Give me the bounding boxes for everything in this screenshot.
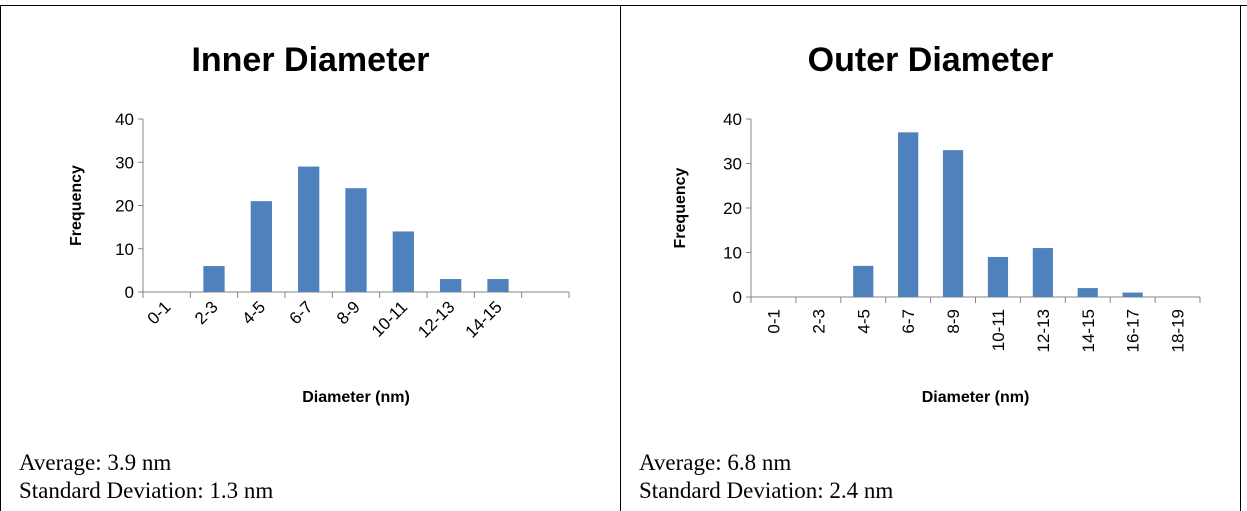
x-tick-label: 16-17: [1124, 309, 1143, 352]
bar: [898, 132, 919, 297]
bar: [1032, 248, 1053, 297]
y-tick-label: 30: [115, 153, 134, 172]
chart-title: Outer Diameter: [808, 41, 1054, 79]
bar: [298, 166, 320, 292]
x-tick-label: 0-1: [144, 297, 175, 328]
left-border: [0, 5, 1, 511]
x-tick-label: 12-13: [414, 297, 458, 341]
x-tick-label: 2-3: [191, 297, 222, 328]
y-tick-label: 10: [723, 244, 742, 263]
y-tick-label: 0: [733, 288, 742, 307]
inner-diameter-panel: Inner Diameter 0 10 20 30 40 Frequency 0-1 2-3 4-…: [1, 6, 620, 511]
chart-title: Inner Diameter: [191, 41, 429, 79]
outer-diameter-chart: Outer Diameter 0 10 20 30 40 Frequency 0-1 2-3 4-…: [672, 41, 1201, 406]
x-tick-label: 6-7: [899, 309, 918, 334]
outer-std-dev: Standard Deviation: 2.4 nm: [639, 478, 894, 503]
bar: [853, 265, 874, 297]
bar: [487, 279, 509, 292]
bar: [392, 231, 414, 292]
x-axis-title: Diameter (nm): [922, 389, 1030, 406]
bar: [345, 188, 367, 292]
bar: [203, 266, 225, 292]
inner-average: Average: 3.9 nm: [19, 450, 172, 475]
outer-stats: Average: 6.8 nm Standard Deviation: 2.4 …: [639, 449, 893, 505]
y-tick-label: 30: [723, 155, 742, 174]
bar: [1122, 292, 1143, 297]
x-tick-label: 2-3: [809, 309, 828, 334]
inner-std-dev: Standard Deviation: 1.3 nm: [19, 478, 274, 503]
outer-diameter-panel: Outer Diameter 0 10 20 30 40 Frequency 0-1 2-3 4-…: [621, 6, 1240, 511]
x-tick-label: 8-9: [333, 297, 364, 328]
y-tick-label: 40: [115, 110, 134, 129]
x-tick-label: 8-9: [944, 309, 963, 334]
center-divider: [620, 5, 621, 511]
top-border: [0, 5, 1247, 6]
bar: [440, 279, 462, 292]
right-border: [1240, 5, 1241, 511]
bar: [942, 150, 964, 297]
y-tick-label: 0: [125, 283, 134, 302]
y-axis-title: Frequency: [672, 167, 689, 248]
x-tick-label: 4-5: [238, 297, 269, 328]
bar: [1077, 288, 1098, 297]
x-tick-label: 14-15: [462, 297, 506, 341]
outer-average: Average: 6.8 nm: [639, 450, 792, 475]
bar: [250, 201, 272, 292]
x-tick-label: 10-11: [368, 297, 411, 340]
inner-stats: Average: 3.9 nm Standard Deviation: 1.3 …: [19, 449, 273, 505]
y-tick-label: 10: [115, 240, 134, 259]
x-axis-title: Diameter (nm): [302, 389, 410, 406]
inner-diameter-chart: Inner Diameter 0 10 20 30 40 Frequency 0-1 2-3 4-…: [68, 41, 570, 406]
x-tick-label: 6-7: [286, 297, 317, 328]
y-tick-label: 20: [115, 197, 134, 216]
x-tick-label: 10-11: [989, 309, 1008, 351]
y-axis-title: Frequency: [68, 165, 85, 246]
x-tick-label: 12-13: [1034, 309, 1053, 352]
y-tick-label: 20: [723, 199, 742, 218]
x-tick-label: 18-19: [1169, 309, 1188, 352]
x-tick-label: 0-1: [764, 309, 783, 334]
x-tick-label: 4-5: [854, 309, 873, 334]
y-tick-label: 40: [723, 110, 742, 129]
bar: [987, 256, 1009, 297]
x-tick-label: 14-15: [1079, 309, 1098, 352]
